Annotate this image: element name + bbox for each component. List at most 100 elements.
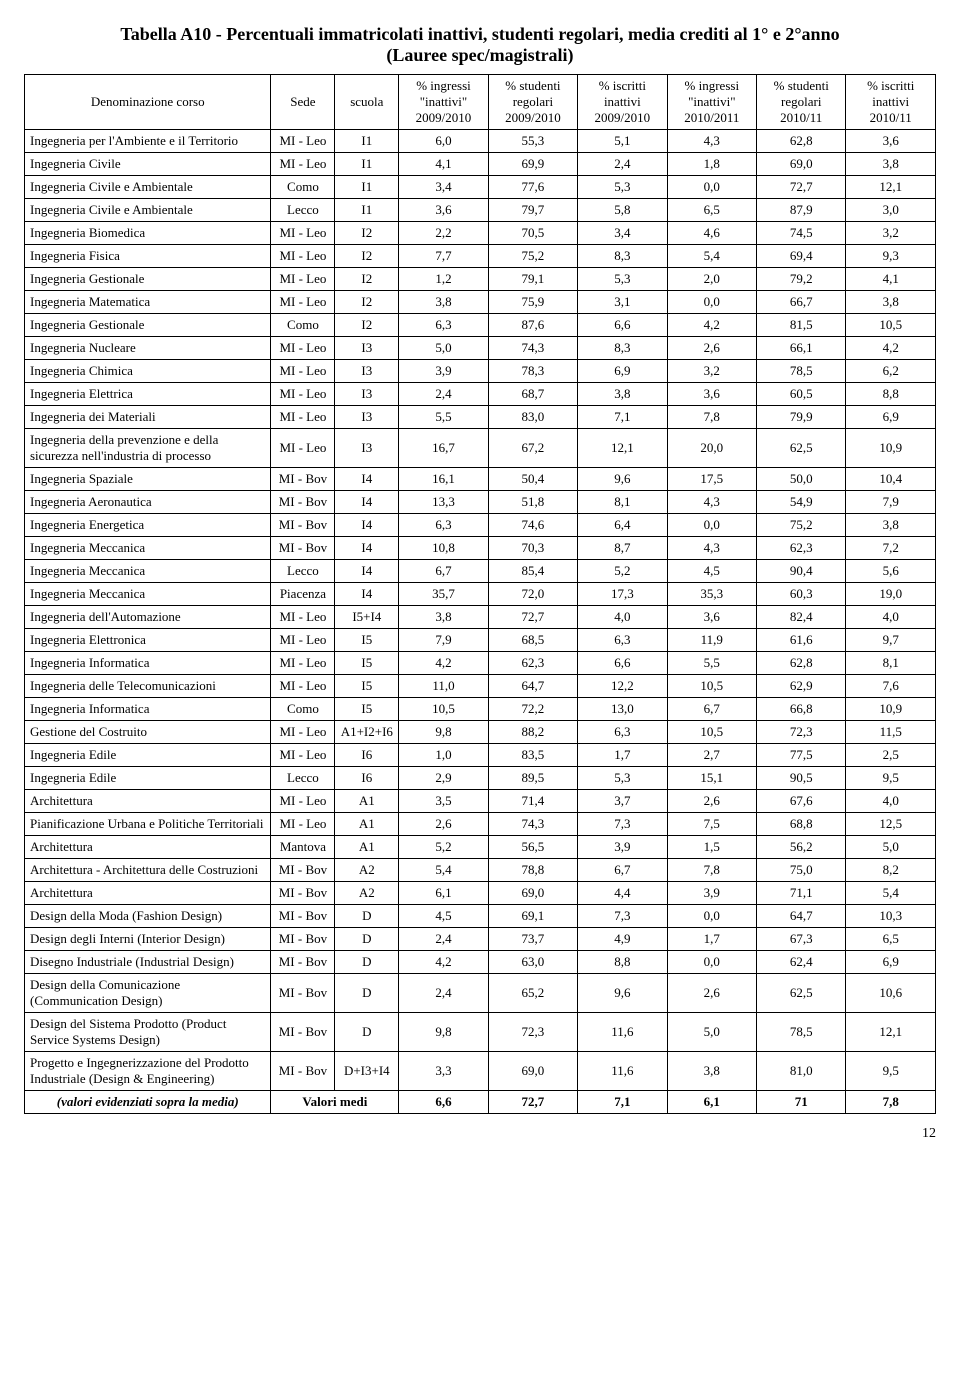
- cell-name: Ingegneria Nucleare: [25, 337, 271, 360]
- cell-sede: MI - Leo: [271, 744, 335, 767]
- cell-v2: 75,9: [488, 291, 577, 314]
- cell-sede: Lecco: [271, 560, 335, 583]
- cell-v2: 70,3: [488, 537, 577, 560]
- footer-medi-label: Valori medi: [271, 1091, 399, 1114]
- footer-v6: 7,8: [846, 1091, 936, 1114]
- cell-v5: 66,1: [757, 337, 846, 360]
- cell-sede: MI - Leo: [271, 268, 335, 291]
- cell-v2: 68,7: [488, 383, 577, 406]
- cell-v4: 2,6: [667, 790, 756, 813]
- cell-name: Pianificazione Urbana e Politiche Territ…: [25, 813, 271, 836]
- cell-scuola: D: [335, 905, 399, 928]
- cell-scuola: I2: [335, 222, 399, 245]
- cell-v4: 10,5: [667, 721, 756, 744]
- cell-v4: 3,2: [667, 360, 756, 383]
- cell-v3: 7,3: [578, 905, 667, 928]
- cell-v2: 75,2: [488, 245, 577, 268]
- cell-v5: 82,4: [757, 606, 846, 629]
- footer-row: (valori evidenziati sopra la media) Valo…: [25, 1091, 936, 1114]
- cell-v5: 75,2: [757, 514, 846, 537]
- cell-scuola: I4: [335, 514, 399, 537]
- cell-scuola: I4: [335, 560, 399, 583]
- cell-v1: 2,9: [399, 767, 488, 790]
- footer-v4: 6,1: [667, 1091, 756, 1114]
- cell-v2: 69,0: [488, 1052, 577, 1091]
- cell-v4: 3,6: [667, 606, 756, 629]
- cell-scuola: I2: [335, 245, 399, 268]
- cell-v6: 4,0: [846, 790, 936, 813]
- cell-v3: 11,6: [578, 1052, 667, 1091]
- cell-v2: 73,7: [488, 928, 577, 951]
- cell-v3: 4,4: [578, 882, 667, 905]
- cell-v4: 0,0: [667, 176, 756, 199]
- cell-v3: 7,1: [578, 406, 667, 429]
- cell-name: Ingegneria Elettronica: [25, 629, 271, 652]
- cell-scuola: I3: [335, 360, 399, 383]
- cell-name: Ingegneria Gestionale: [25, 268, 271, 291]
- cell-v2: 83,5: [488, 744, 577, 767]
- cell-v4: 4,2: [667, 314, 756, 337]
- cell-v3: 3,4: [578, 222, 667, 245]
- cell-name: Ingegneria Fisica: [25, 245, 271, 268]
- cell-name: Ingegneria Elettrica: [25, 383, 271, 406]
- footer-v2: 72,7: [488, 1091, 577, 1114]
- cell-v4: 1,7: [667, 928, 756, 951]
- cell-sede: Como: [271, 176, 335, 199]
- cell-v5: 62,9: [757, 675, 846, 698]
- cell-v5: 62,8: [757, 652, 846, 675]
- cell-sede: MI - Leo: [271, 383, 335, 406]
- cell-v3: 6,7: [578, 859, 667, 882]
- cell-v4: 0,0: [667, 951, 756, 974]
- cell-name: Ingegneria Chimica: [25, 360, 271, 383]
- cell-sede: MI - Bov: [271, 537, 335, 560]
- table-row: Ingegneria InformaticaMI - LeoI54,262,36…: [25, 652, 936, 675]
- cell-v4: 2,0: [667, 268, 756, 291]
- footer-label: (valori evidenziati sopra la media): [25, 1091, 271, 1114]
- cell-sede: MI - Leo: [271, 245, 335, 268]
- cell-sede: MI - Leo: [271, 291, 335, 314]
- cell-name: Ingegneria Matematica: [25, 291, 271, 314]
- cell-v6: 4,0: [846, 606, 936, 629]
- cell-v1: 9,8: [399, 1013, 488, 1052]
- cell-v5: 74,5: [757, 222, 846, 245]
- cell-sede: MI - Bov: [271, 514, 335, 537]
- cell-scuola: I5: [335, 652, 399, 675]
- cell-v5: 62,3: [757, 537, 846, 560]
- cell-v3: 8,3: [578, 337, 667, 360]
- table-row: Ingegneria InformaticaComoI510,572,213,0…: [25, 698, 936, 721]
- table-row: Ingegneria CivileMI - LeoI14,169,92,41,8…: [25, 153, 936, 176]
- cell-v6: 9,7: [846, 629, 936, 652]
- cell-v5: 69,4: [757, 245, 846, 268]
- cell-v6: 3,8: [846, 514, 936, 537]
- cell-v4: 1,8: [667, 153, 756, 176]
- cell-v3: 9,6: [578, 974, 667, 1013]
- cell-name: Ingegneria Biomedica: [25, 222, 271, 245]
- cell-v2: 79,1: [488, 268, 577, 291]
- cell-v1: 16,7: [399, 429, 488, 468]
- cell-v6: 7,9: [846, 491, 936, 514]
- cell-scuola: A1: [335, 813, 399, 836]
- cell-scuola: I6: [335, 767, 399, 790]
- cell-v4: 5,4: [667, 245, 756, 268]
- cell-scuola: A1: [335, 790, 399, 813]
- cell-v5: 72,7: [757, 176, 846, 199]
- cell-v4: 2,7: [667, 744, 756, 767]
- cell-name: Architettura: [25, 882, 271, 905]
- cell-v2: 67,2: [488, 429, 577, 468]
- cell-v5: 60,3: [757, 583, 846, 606]
- cell-v3: 5,1: [578, 130, 667, 153]
- cell-scuola: D: [335, 928, 399, 951]
- cell-name: Progetto e Ingegnerizzazione del Prodott…: [25, 1052, 271, 1091]
- cell-v3: 6,4: [578, 514, 667, 537]
- cell-v5: 72,3: [757, 721, 846, 744]
- page-number: 12: [24, 1126, 936, 1142]
- table-row: Design degli Interni (Interior Design)MI…: [25, 928, 936, 951]
- cell-v6: 6,5: [846, 928, 936, 951]
- cell-v6: 6,9: [846, 406, 936, 429]
- cell-name: Ingegneria dei Materiali: [25, 406, 271, 429]
- cell-v5: 81,0: [757, 1052, 846, 1091]
- cell-sede: MI - Bov: [271, 951, 335, 974]
- cell-name: Ingegneria Informatica: [25, 652, 271, 675]
- cell-v5: 56,2: [757, 836, 846, 859]
- cell-v3: 3,7: [578, 790, 667, 813]
